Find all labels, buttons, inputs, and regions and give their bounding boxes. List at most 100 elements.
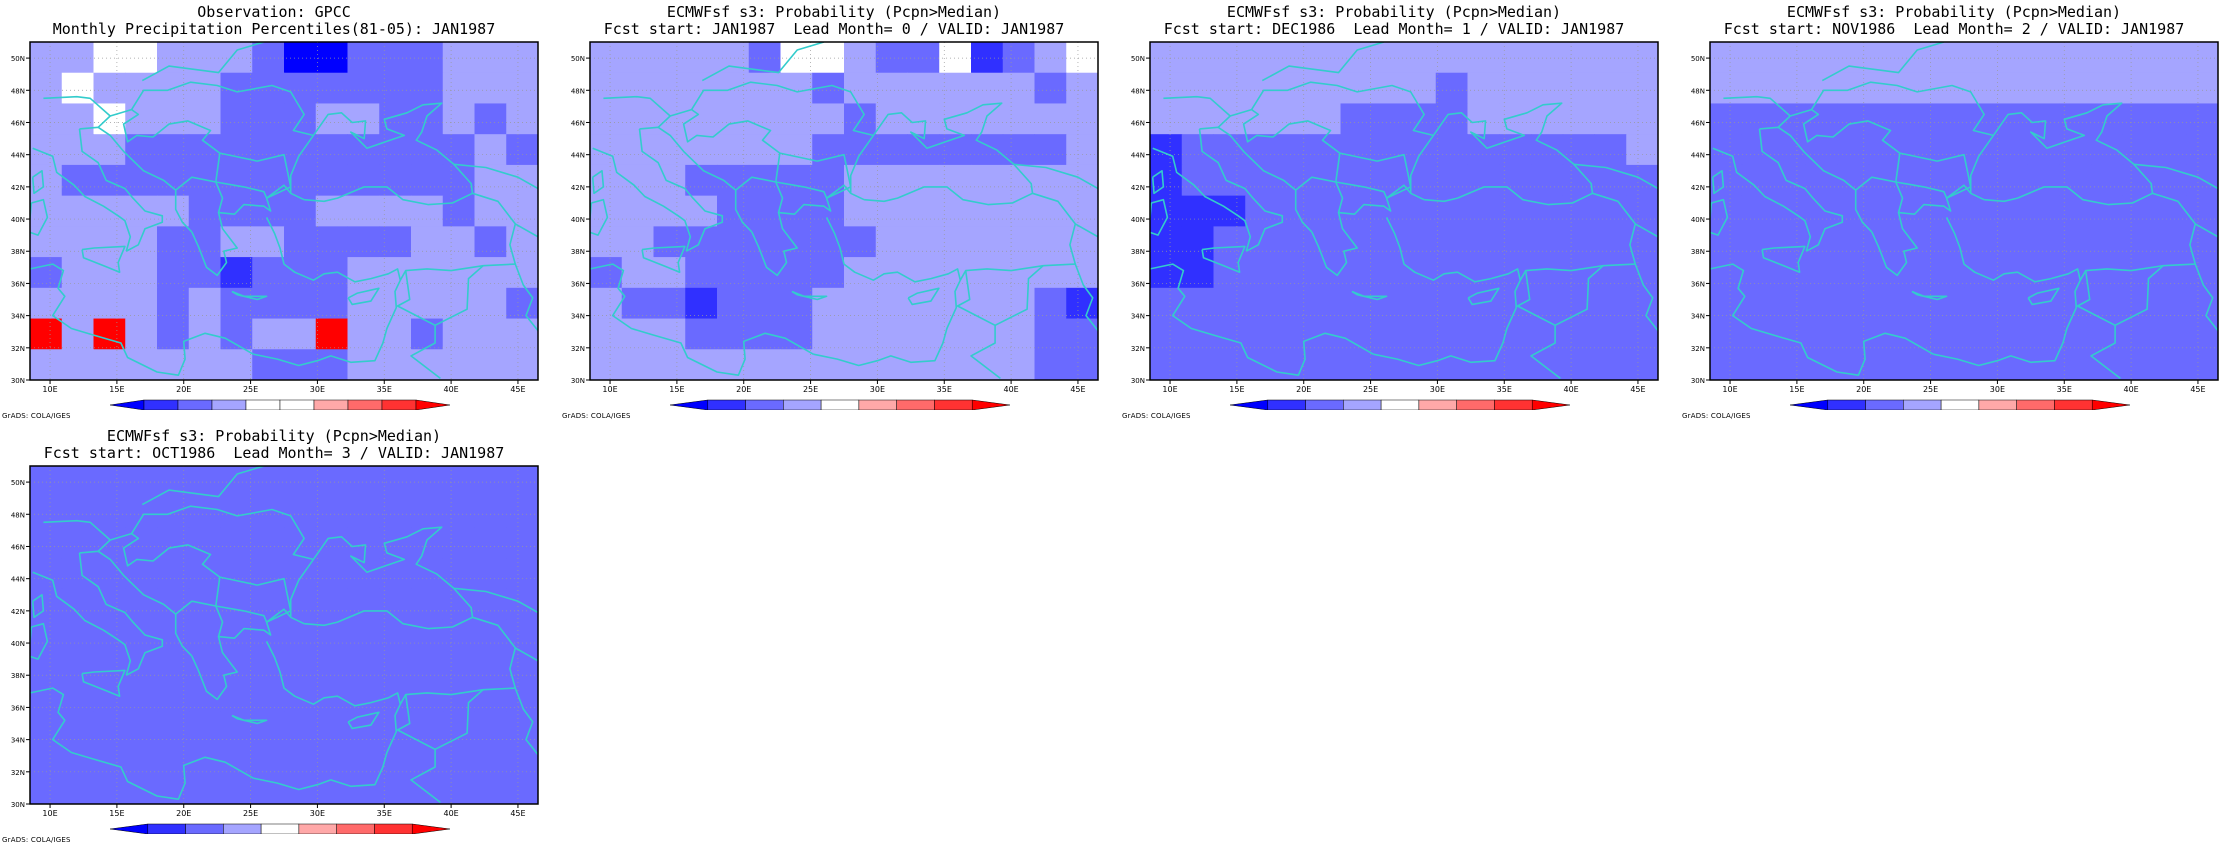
y-tick-label: 38N [571, 248, 585, 256]
heatmap-cell [30, 466, 63, 498]
heatmap-cell [2186, 72, 2218, 104]
y-tick-label: 32N [11, 345, 25, 353]
heatmap-cell [621, 257, 654, 289]
heatmap-cell [1741, 226, 1774, 258]
heatmap-cell [411, 257, 444, 289]
heatmap-cell [1034, 226, 1067, 258]
coastline [590, 263, 814, 376]
heatmap-cell [1932, 226, 1965, 258]
heatmap-cell [125, 588, 158, 621]
x-tick-label: 20E [176, 809, 191, 818]
heatmap-cell [284, 681, 317, 713]
panel-title-line1: Observation: GPCC [197, 3, 351, 21]
heatmap-cell [442, 195, 475, 227]
heatmap-cell [220, 588, 253, 621]
heatmap-cell [188, 195, 221, 227]
heatmap-cell [2091, 134, 2124, 166]
heatmap-cell [347, 558, 380, 590]
heatmap-cell [188, 773, 221, 804]
coastline [2114, 265, 2164, 327]
y-tick-label: 32N [571, 345, 585, 353]
heatmap-cell [347, 195, 380, 227]
panel-lead-month-3: 10E 15E 20E 25E 30E 35E 40E 45E 30N 32N 34N 36N 38N 4… [0, 424, 548, 844]
y-tick-label: 42N [571, 184, 585, 192]
map-frame [1149, 41, 1659, 381]
coastline [1351, 290, 1388, 301]
coastline [1710, 263, 1934, 376]
heatmap-cell [1594, 72, 1627, 104]
heatmap-cell [2122, 318, 2155, 350]
x-tick-label: 15E [1229, 385, 1244, 394]
heatmap-cell [442, 496, 475, 528]
heatmap-cell [252, 742, 285, 774]
y-tick-label: 46N [11, 543, 25, 551]
heatmap-cell [188, 42, 221, 74]
heatmap-cell [506, 318, 538, 350]
colorbar-swatch [147, 823, 186, 834]
heatmap-cell [93, 164, 126, 197]
colorbar-swatch [347, 399, 383, 410]
heatmap-cell [2091, 226, 2124, 258]
y-tick-label: 50N [11, 55, 25, 63]
heatmap-cell [653, 318, 686, 350]
heatmap-cell [220, 257, 253, 289]
heatmap-cell [2059, 226, 2092, 258]
heatmap-cell [220, 711, 253, 744]
heatmap-cell [284, 496, 317, 528]
heatmap-cell [1277, 226, 1310, 258]
map-frame [29, 41, 539, 381]
colorbar-swatch [858, 399, 897, 410]
heatmap-cell [2122, 195, 2155, 227]
heatmap-cell [653, 349, 686, 380]
heatmap-cell [442, 349, 475, 380]
colorbar-swatch [260, 823, 300, 834]
heatmap-cell [1995, 226, 2028, 258]
colorbar-swatch [223, 823, 262, 834]
heatmap-cell [2027, 103, 2060, 135]
heatmap-cell [379, 42, 412, 74]
heatmap-cell [1150, 226, 1183, 258]
coastline [1516, 270, 1561, 380]
heatmap-cell [220, 773, 253, 804]
heatmap-cell [844, 318, 877, 350]
coastline [122, 108, 221, 183]
coastline [1386, 184, 1412, 199]
coastline [1468, 379, 1470, 380]
y-tick-label: 50N [571, 55, 585, 63]
colorbar-swatch [745, 399, 784, 410]
heatmap-cell [379, 164, 412, 197]
colorbar-swatch [245, 399, 281, 410]
heatmap-cell [653, 287, 686, 320]
heatmap-cell [1181, 287, 1214, 320]
heatmap-cell [220, 103, 253, 135]
coastline [1261, 42, 1385, 82]
heatmap-cell [875, 318, 908, 350]
coastline [638, 128, 724, 252]
colorbar-swatch [211, 399, 247, 410]
heatmap-cell [1837, 164, 1870, 197]
heatmap-cell [442, 558, 475, 590]
heatmap-cell [442, 711, 475, 744]
heatmap-cell [748, 72, 781, 104]
heatmap-cell [1932, 103, 1965, 135]
heatmap-cell [812, 318, 845, 350]
heatmap-cell [875, 226, 908, 258]
heatmap-cell [1404, 287, 1437, 320]
heatmap-cell [442, 42, 475, 74]
panel-lead-month-1: 10E 15E 20E 25E 30E 35E 40E 45E 30N 32N 34N 36N 38N 4… [1120, 0, 1668, 420]
heatmap-cell [252, 318, 285, 350]
heatmap-cell [1308, 349, 1341, 380]
heatmap-cell [621, 226, 654, 258]
coastline [959, 192, 1077, 281]
y-tick-label: 30N [1131, 377, 1145, 385]
heatmap-cell [2186, 349, 2218, 380]
heatmap-cell [1150, 349, 1183, 380]
heatmap-cell [157, 588, 190, 621]
heatmap-cell [125, 72, 158, 104]
heatmap-cell [442, 318, 475, 350]
x-tick-label: 40E [443, 385, 458, 394]
heatmap-cell [125, 226, 158, 258]
heatmap-cell [653, 72, 686, 104]
heatmap-cell [1066, 164, 1098, 197]
coastline [43, 519, 111, 541]
